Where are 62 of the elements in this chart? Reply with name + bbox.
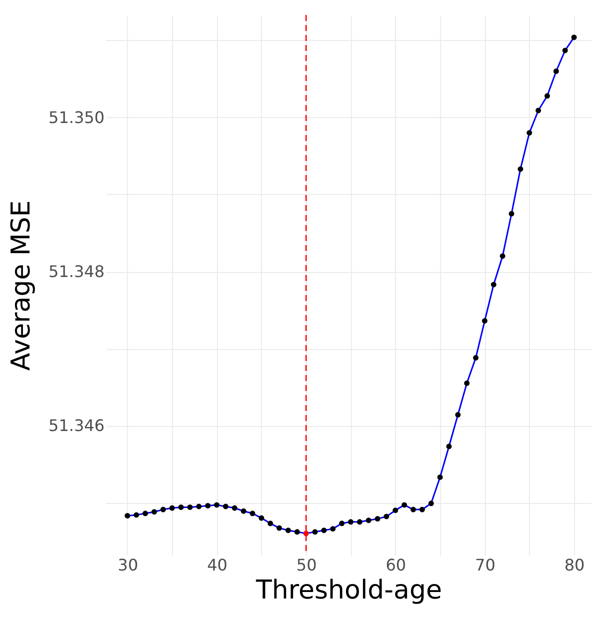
point — [178, 504, 184, 510]
point — [276, 525, 282, 531]
point — [553, 68, 559, 74]
point — [169, 505, 175, 511]
x-axis-title: Threshold-age — [255, 576, 442, 606]
point — [366, 518, 372, 524]
point — [536, 108, 542, 114]
point — [196, 504, 202, 510]
y-tick-label: 51.346 — [48, 416, 104, 436]
point — [285, 528, 291, 534]
point — [222, 504, 228, 510]
point — [151, 509, 157, 515]
point — [356, 519, 362, 525]
point — [134, 512, 140, 518]
point — [428, 500, 434, 506]
point — [508, 211, 514, 216]
point — [205, 502, 211, 508]
point — [294, 529, 300, 535]
point — [482, 318, 488, 324]
point — [562, 48, 568, 54]
point — [402, 502, 408, 508]
point — [571, 34, 577, 40]
point — [321, 528, 327, 534]
x-tick-label: 30 — [118, 556, 138, 574]
point — [240, 508, 246, 514]
y-tick-label: 51.350 — [48, 108, 104, 127]
point — [258, 515, 264, 521]
point — [384, 514, 390, 520]
x-tick-label: 50 — [296, 556, 317, 574]
point — [437, 474, 443, 480]
point — [464, 380, 470, 386]
point — [187, 504, 193, 510]
point — [142, 510, 148, 516]
point — [250, 510, 256, 516]
point — [410, 506, 416, 512]
point — [473, 355, 479, 361]
point — [348, 519, 354, 525]
point — [392, 508, 398, 514]
point — [232, 505, 238, 511]
point — [455, 412, 461, 418]
x-tick-label: 40 — [207, 556, 228, 574]
point — [526, 130, 532, 136]
x-tick-label: 60 — [386, 556, 406, 574]
point — [339, 520, 345, 526]
point — [330, 526, 336, 532]
x-tick-label: 70 — [475, 556, 496, 574]
point — [490, 282, 496, 288]
y-tick-label: 51.348 — [48, 262, 104, 282]
point — [544, 93, 550, 99]
point — [518, 166, 524, 172]
y-axis-title: Average MSE — [6, 200, 37, 371]
point — [374, 516, 380, 522]
point — [160, 506, 166, 512]
point — [446, 444, 452, 450]
point — [500, 253, 506, 259]
point — [268, 520, 274, 526]
x-tick-label: 80 — [564, 556, 585, 574]
point — [312, 529, 318, 535]
point — [419, 506, 425, 512]
point — [303, 530, 309, 536]
point — [124, 512, 130, 518]
point — [214, 502, 220, 508]
